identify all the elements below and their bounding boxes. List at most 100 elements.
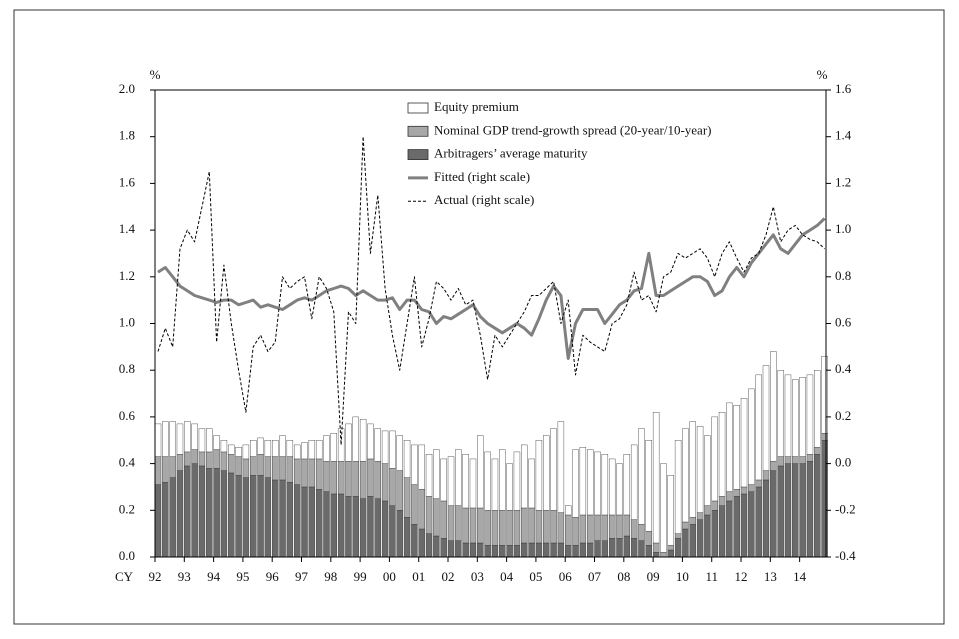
bar-segment [469, 542, 477, 558]
bar-segment [191, 449, 198, 464]
bar-segment [499, 545, 506, 558]
bar-segment [293, 444, 301, 460]
legend-swatch [407, 149, 429, 161]
bar-segment [674, 538, 682, 558]
y2-tick-label: -0.2 [835, 501, 856, 516]
bar-segment [784, 456, 792, 464]
bar-segment [418, 444, 425, 490]
bar-segment [740, 486, 748, 495]
bar-segment [521, 444, 528, 509]
bar-segment [184, 421, 191, 453]
bar-segment [242, 458, 250, 478]
bar-segment [433, 449, 440, 499]
bar-segment [301, 458, 308, 488]
x-tick-label: 99 [354, 569, 367, 584]
bar-segment [469, 458, 477, 509]
bar-segment [755, 479, 762, 488]
bar-segment [433, 535, 440, 558]
bar-segment [638, 428, 645, 525]
x-tick-label: 09 [647, 569, 660, 584]
bar-segment [191, 463, 198, 558]
x-tick-label: 01 [412, 569, 425, 584]
bar-segment [799, 377, 806, 457]
bar-segment [623, 454, 631, 516]
bar-segment [301, 486, 308, 558]
bar-segment [162, 482, 169, 558]
y-tick-label: 0.0 [119, 548, 135, 563]
bar-segment [608, 538, 616, 558]
bar-segment [733, 496, 740, 558]
bar-segment [308, 458, 316, 488]
x-tick-label: 93 [178, 569, 191, 584]
bar-segment [784, 463, 792, 558]
bar-segment [799, 463, 806, 558]
bar-segment [169, 421, 176, 457]
y2-tick-label: 1.0 [835, 221, 851, 236]
x-tick-label: 04 [500, 569, 514, 584]
bar-segment [784, 374, 792, 457]
bar-segment [733, 489, 740, 497]
bar-segment [506, 510, 513, 546]
bar-segment [689, 524, 696, 558]
bar-segment [330, 493, 338, 558]
frame [13, 9, 945, 625]
bar-segment [286, 482, 294, 558]
bar-segment [630, 538, 638, 558]
bar-segment [586, 449, 594, 516]
bar-segment [608, 514, 616, 539]
bar-segment [594, 514, 601, 541]
bar-segment [572, 449, 579, 518]
bar-segment [359, 461, 367, 499]
bar-segment [169, 456, 176, 478]
bar-segment [477, 507, 484, 544]
bar-segment [286, 456, 294, 483]
bar-segment [389, 505, 396, 558]
bar-segment [440, 538, 447, 558]
bar-segment [630, 519, 638, 539]
bar-segment [513, 451, 521, 511]
bar-segment [367, 423, 374, 460]
bar-segment [513, 545, 521, 558]
bar-segment [638, 524, 645, 541]
bar-segment [381, 463, 389, 502]
bar-segment [228, 454, 235, 474]
bar-segment [623, 535, 631, 558]
bar-segment [213, 449, 220, 469]
bar-segment [645, 545, 653, 558]
bar-segment [770, 351, 777, 462]
bar-segment [264, 477, 272, 558]
bar-segment [484, 451, 491, 511]
bar-segment [250, 456, 257, 476]
bar-segment [638, 540, 645, 558]
y2-tick-label: 0.6 [835, 314, 852, 329]
bar-segment [389, 468, 396, 506]
bar-segment [682, 521, 689, 530]
legend-swatch [407, 125, 429, 137]
x-tick-label: 94 [207, 569, 221, 584]
bar-segment [821, 440, 828, 558]
bar-segment [616, 463, 623, 516]
bar-segment [206, 451, 213, 469]
bar-segment [740, 398, 748, 488]
bar-segment [257, 454, 264, 476]
bar-segment [323, 491, 330, 558]
bar-segment [543, 510, 550, 544]
bar-segment [381, 430, 389, 464]
y2-tick-label: 1.2 [835, 174, 851, 189]
y2-tick-label: 0.2 [835, 408, 851, 423]
series-line [157, 217, 826, 360]
bar-segment [447, 456, 455, 506]
bar-segment [696, 512, 704, 520]
bar-segment [213, 468, 220, 558]
bar-segment [748, 388, 755, 485]
y-tick-label: 0.2 [119, 501, 135, 516]
bar-segment [565, 505, 572, 516]
bar-segment [330, 461, 338, 495]
y2-tick-label: 0.8 [835, 268, 851, 283]
bar-segment [242, 444, 250, 460]
bar-segment [264, 440, 272, 457]
bar-segment [389, 430, 396, 469]
bar-segment [652, 542, 660, 553]
bar-segment [806, 374, 814, 455]
bar-segment [616, 514, 623, 539]
